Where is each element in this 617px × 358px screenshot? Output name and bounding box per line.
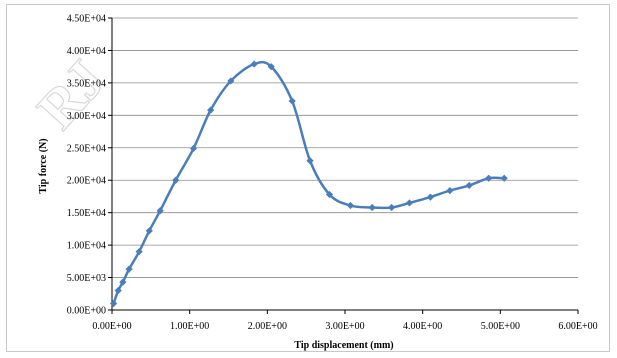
data-point	[426, 193, 435, 201]
x-tick-label: 4.00E+00	[403, 321, 442, 332]
data-point	[156, 207, 164, 215]
data-point	[119, 278, 127, 286]
data-point	[346, 201, 355, 210]
data-point	[135, 248, 143, 256]
x-tick-label: 2.00E+00	[248, 321, 287, 332]
y-tick-label: 3.50E+04	[67, 78, 106, 89]
data-point	[125, 265, 133, 273]
data-point	[207, 106, 215, 114]
y-tick-label: 3.00E+04	[67, 111, 106, 122]
data-point	[368, 203, 376, 212]
chart-frame	[6, 4, 610, 352]
data-point	[388, 203, 396, 212]
data-point	[288, 97, 296, 105]
data-point	[189, 144, 198, 153]
x-tick-labels: 0.00E+00 1.00E+00 2.00E+00 3.00E+00 4.00E+00…	[92, 321, 597, 332]
data-point	[500, 174, 508, 182]
data-point	[109, 299, 118, 308]
axes	[108, 17, 579, 314]
x-tick-label: 3.00E+00	[325, 321, 364, 332]
data-point	[114, 286, 122, 295]
data-point	[325, 190, 334, 199]
y-tick-label: 4.50E+04	[67, 14, 106, 25]
y-tick-label: 1.50E+04	[67, 208, 106, 219]
y-tick-label: 4.00E+04	[67, 46, 106, 57]
y-tick-label: 5.00E+03	[67, 273, 106, 284]
x-axis-title: Tip displacement (mm)	[294, 340, 393, 351]
x-tick-label: 6.00E+00	[558, 321, 597, 332]
y-tick-label: 1.00E+04	[67, 241, 106, 252]
data-point	[250, 60, 258, 68]
y-tick-label: 0.00E+00	[67, 306, 106, 317]
watermark: RJ	[26, 49, 118, 141]
x-tick-label: 5.00E+00	[481, 321, 520, 332]
gridlines	[112, 17, 578, 278]
data-point	[227, 77, 235, 85]
data-point	[306, 157, 314, 165]
y-tick-label: 2.50E+04	[67, 143, 106, 154]
data-point	[172, 176, 180, 184]
data-point	[405, 199, 414, 207]
data-point	[145, 227, 153, 235]
data-point	[485, 174, 493, 182]
y-tick-labels: 0.00E+00 5.00E+03 1.00E+04 1.50E+04 2.00E+04…	[67, 14, 106, 317]
data-point	[465, 181, 473, 190]
series-line	[112, 60, 505, 304]
data-point	[446, 187, 454, 195]
y-axis-title: Tip force (N)	[38, 138, 49, 193]
x-tick-label: 0.00E+00	[92, 321, 131, 332]
data-point	[267, 63, 275, 71]
y-tick-label: 2.00E+04	[67, 176, 106, 187]
x-tick-label: 1.00E+00	[170, 321, 209, 332]
series-markers	[109, 60, 508, 308]
